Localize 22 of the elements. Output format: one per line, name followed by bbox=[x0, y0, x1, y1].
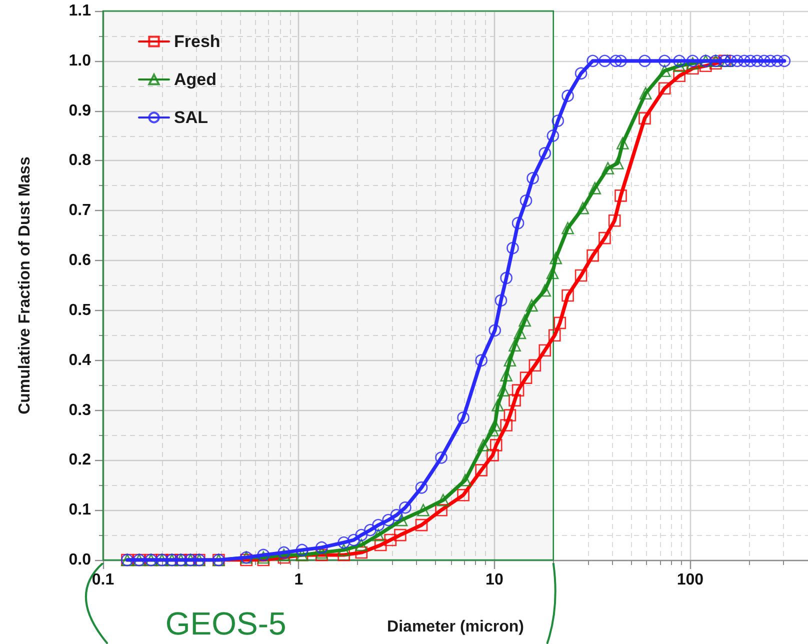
y-tick-label: 0.1 bbox=[68, 502, 92, 519]
y-tick-label: 0.5 bbox=[68, 302, 92, 319]
y-tick-label: 0.6 bbox=[68, 252, 92, 270]
legend-label: SAL bbox=[174, 108, 208, 127]
y-tick-label: 0.0 bbox=[68, 552, 92, 568]
legend-label: Fresh bbox=[174, 32, 220, 51]
legend-label: Aged bbox=[174, 70, 216, 89]
x-tick-label: 100 bbox=[676, 572, 704, 588]
y-tick-label: 0.8 bbox=[68, 152, 92, 170]
y-tick-label: 0.4 bbox=[68, 352, 92, 369]
x-tick-label: 0.1 bbox=[92, 572, 114, 588]
y-tick-label: 0.7 bbox=[68, 202, 92, 220]
x-tick-label: 10 bbox=[486, 572, 504, 588]
y-axis-title: Cumulative Fraction of Dust Mass bbox=[16, 156, 34, 414]
x-tick-label: 1 bbox=[294, 572, 304, 588]
y-tick-label: 1.0 bbox=[68, 52, 92, 70]
y-tick-label: 0.9 bbox=[68, 102, 92, 120]
y-tick-label: 0.3 bbox=[68, 402, 92, 419]
x-axis-title: Diameter (micron) bbox=[387, 618, 524, 636]
y-tick-label: 1.1 bbox=[68, 2, 92, 20]
band-label: GEOS-5 bbox=[165, 606, 286, 642]
y-tick-label: 0.2 bbox=[68, 452, 92, 469]
